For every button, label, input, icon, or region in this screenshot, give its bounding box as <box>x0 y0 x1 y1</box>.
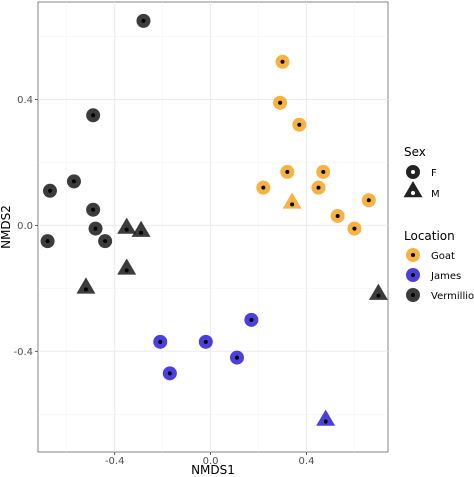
data-point-goat-m <box>282 192 302 209</box>
data-point-goat-f <box>275 54 290 69</box>
legend-circle-dot <box>411 170 415 174</box>
legend-triangle-dot <box>411 191 415 195</box>
data-point-goat-f <box>361 193 376 208</box>
point-center-dot <box>376 293 381 298</box>
y-axis-title: NMDS2 <box>0 205 13 249</box>
legend-key-m: M <box>403 181 440 200</box>
point-center-dot <box>321 169 326 174</box>
point-center-dot <box>124 227 129 232</box>
data-point-goat-f <box>256 180 271 195</box>
point-triangle-marker <box>117 258 137 275</box>
data-point-vermillion-m <box>117 258 137 275</box>
legend-label-james: James <box>430 271 461 282</box>
data-point-vermillion-m <box>368 283 388 300</box>
legend-key-goat: Goat <box>406 248 455 262</box>
data-point-vermillion-f <box>86 202 101 217</box>
point-center-dot <box>249 317 254 322</box>
x-axis-title: NMDS1 <box>191 463 235 477</box>
data-point-james-f <box>153 334 168 349</box>
legend-sex: Sex F M <box>403 145 440 200</box>
data-point-goat-f <box>280 164 295 179</box>
point-center-dot <box>335 213 340 218</box>
data-point-james-f <box>229 350 244 365</box>
point-center-dot <box>316 185 321 190</box>
point-center-dot <box>285 169 290 174</box>
x-tick-label: -0.4 <box>105 456 125 467</box>
point-center-dot <box>366 198 371 203</box>
point-triangle-marker <box>131 220 151 237</box>
point-center-dot <box>352 226 357 231</box>
legend-james-dot <box>411 273 415 277</box>
legend-location-title: Location <box>404 229 455 243</box>
data-point-vermillion-f <box>66 174 81 189</box>
point-center-dot <box>203 339 208 344</box>
point-center-dot <box>158 339 163 344</box>
x-tick-label: 0.4 <box>299 456 315 467</box>
point-center-dot <box>141 18 146 23</box>
data-point-vermillion-f <box>86 108 101 123</box>
point-center-dot <box>103 239 108 244</box>
legend-sex-title: Sex <box>404 145 426 159</box>
data-point-vermillion-f <box>42 183 57 198</box>
legend-label-f: F <box>431 168 437 179</box>
legend-key-vermillion: Vermillion <box>406 288 474 302</box>
data-point-goat-f <box>292 117 307 132</box>
point-center-dot <box>234 355 239 360</box>
legend-location: Location Goat James Vermillion <box>404 229 474 302</box>
point-center-dot <box>261 185 266 190</box>
point-triangle-marker <box>368 283 388 300</box>
point-triangle-marker <box>282 192 302 209</box>
legend-label-goat: Goat <box>431 251 455 262</box>
data-point-goat-f <box>273 95 288 110</box>
point-triangle-marker <box>117 217 137 234</box>
point-center-dot <box>297 122 302 127</box>
point-center-dot <box>167 371 172 376</box>
legend-key-james: James <box>406 268 461 282</box>
data-point-goat-f <box>311 180 326 195</box>
point-center-dot <box>280 59 285 64</box>
point-center-dot <box>47 188 52 193</box>
point-center-dot <box>71 179 76 184</box>
data-point-goat-f <box>330 208 345 223</box>
data-point-vermillion-f <box>136 13 151 28</box>
data-point-goat-f <box>316 164 331 179</box>
point-center-dot <box>45 239 50 244</box>
point-triangle-marker <box>316 409 336 426</box>
data-point-vermillion-m <box>131 220 151 237</box>
y-tick-label: -0.4 <box>13 347 33 358</box>
data-point-james-m <box>316 409 336 426</box>
axis-ticks: -0.4 0.0 0.4 -0.4 0.0 0.4 <box>13 95 314 467</box>
y-tick-label: 0.4 <box>17 95 33 106</box>
point-center-dot <box>83 287 88 292</box>
data-point-james-f <box>198 334 213 349</box>
data-point-james-f <box>244 312 259 327</box>
data-points <box>40 13 388 426</box>
legend-key-f: F <box>406 165 437 179</box>
data-point-vermillion-f <box>40 234 55 249</box>
point-center-dot <box>290 202 295 207</box>
data-point-vermillion-m <box>76 277 96 294</box>
data-point-vermillion-f <box>98 234 113 249</box>
data-point-vermillion-m <box>117 217 137 234</box>
legend-vermillion-dot <box>411 293 415 297</box>
legend-label-vermillion: Vermillion <box>431 291 474 302</box>
data-point-james-f <box>162 366 177 381</box>
point-center-dot <box>91 113 96 118</box>
point-center-dot <box>139 230 144 235</box>
data-point-vermillion-f <box>88 221 103 236</box>
legend-triangle-icon <box>403 181 423 198</box>
point-triangle-marker <box>76 277 96 294</box>
legend-goat-dot <box>411 253 415 257</box>
y-tick-label: 0.0 <box>17 221 33 232</box>
data-point-goat-f <box>347 221 362 236</box>
point-center-dot <box>278 100 283 105</box>
point-center-dot <box>124 268 129 273</box>
x-tick-label: 0.0 <box>203 456 219 467</box>
point-center-dot <box>93 226 98 231</box>
legend-label-m: M <box>431 189 440 200</box>
point-center-dot <box>323 419 328 424</box>
point-center-dot <box>91 207 96 212</box>
